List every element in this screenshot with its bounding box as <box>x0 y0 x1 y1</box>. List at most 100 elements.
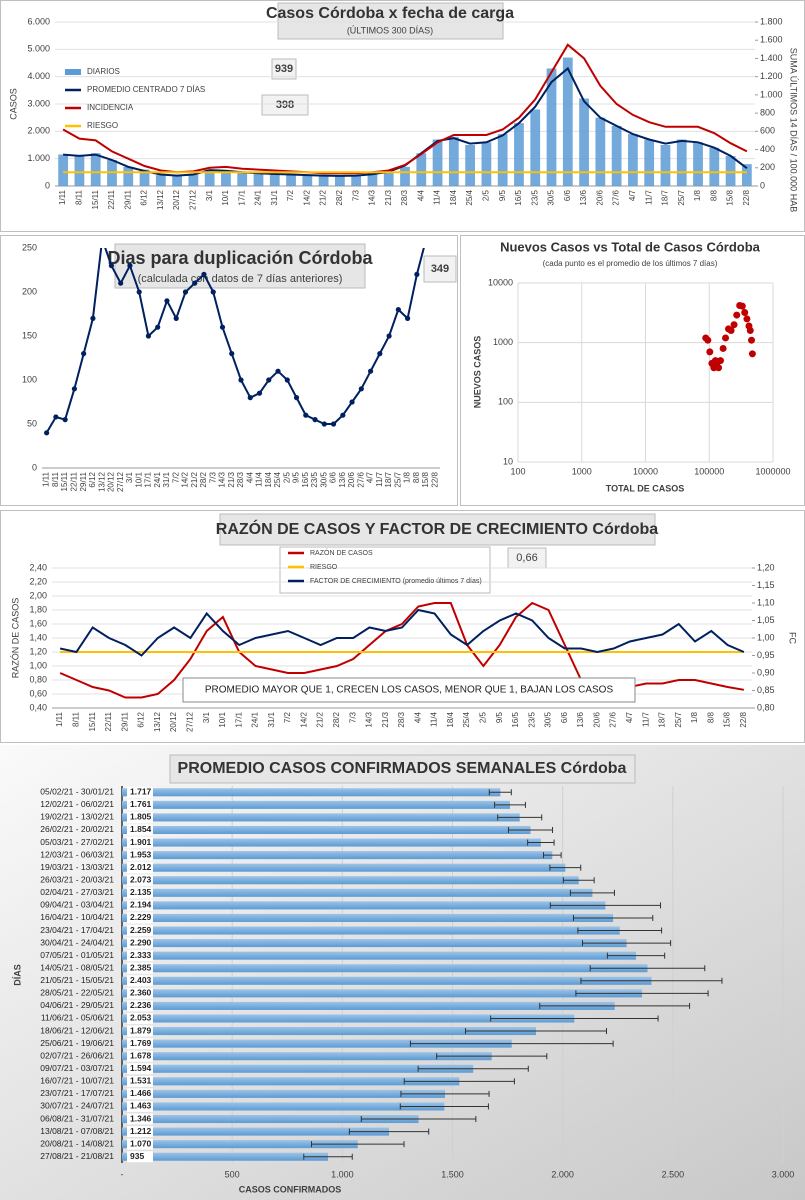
legend-label: RIESGO <box>87 121 118 130</box>
x-tick-label: 23/5 <box>527 711 536 727</box>
marker <box>118 280 124 286</box>
y-tick-label: 16/07/21 - 10/07/21 <box>40 1076 114 1086</box>
x-tick-label: 18/7 <box>384 471 393 487</box>
x-tick-label: 27/12 <box>188 189 197 210</box>
x-tick-label: 3/1 <box>205 189 214 201</box>
bar <box>122 1077 460 1086</box>
x-tick-label: 20/6 <box>347 471 356 487</box>
value-label: 2.236 <box>130 1000 152 1010</box>
x-tick-label: 22/8 <box>742 189 751 205</box>
y-tick-label: 2.000 <box>27 126 50 136</box>
bar <box>335 176 345 186</box>
x-tick-label: 16/5 <box>511 711 520 727</box>
y-tick-label: 1000 <box>493 337 513 347</box>
bar <box>122 913 614 922</box>
line <box>59 608 745 657</box>
y-tick-label: 05/02/21 - 30/01/21 <box>40 787 114 797</box>
bar <box>302 175 313 186</box>
value-label: 2.053 <box>130 1013 152 1023</box>
x-tick-label: 25/7 <box>393 471 402 487</box>
y-tick-label: 20/08/21 - 14/08/21 <box>40 1138 114 1148</box>
bar <box>514 123 524 186</box>
marker <box>247 395 253 401</box>
y-tick-label: 14/05/21 - 08/05/21 <box>40 962 114 972</box>
y2-tick-label: 1.800 <box>760 16 783 26</box>
y-axis-title: RAZÓN DE CASOS <box>10 598 20 679</box>
x-tick-label: 7/2 <box>171 471 180 483</box>
x-tick-label: 18/4 <box>264 471 273 487</box>
bar <box>123 166 134 186</box>
x-tick-label: 1000 <box>572 466 592 476</box>
bar <box>269 173 280 186</box>
x-tick-label: 25/4 <box>462 711 471 727</box>
marker <box>71 386 77 392</box>
x-tick-label: 1000000 <box>755 466 790 476</box>
x-tick-label: 14/2 <box>181 471 190 487</box>
x-tick-label: 28/3 <box>397 711 406 727</box>
bar <box>351 175 362 186</box>
value-label: 2.259 <box>130 925 152 935</box>
value-label: 1.466 <box>130 1088 152 1098</box>
y-tick-label: 16/04/21 - 10/04/21 <box>40 912 114 922</box>
y2-tick-label: 0,95 <box>757 650 775 660</box>
x-tick-label: 10/1 <box>221 189 230 205</box>
x-tick-label: 15/8 <box>421 471 430 487</box>
x-tick-label: 11/7 <box>641 711 650 727</box>
x-tick-label: 31/1 <box>270 189 279 205</box>
y-tick-label: 05/03/21 - 27/02/21 <box>40 837 114 847</box>
x-tick-label: 23/5 <box>310 471 319 487</box>
y-tick-label: 100 <box>22 374 37 384</box>
y-tick-label: 19/02/21 - 13/02/21 <box>40 812 114 822</box>
y-tick-label: 1,40 <box>29 632 47 642</box>
x-tick-label: 17/1 <box>234 711 243 727</box>
value-label: 1.901 <box>130 837 152 847</box>
y-tick-label: 30/07/21 - 24/07/21 <box>40 1101 114 1111</box>
x-tick-label: 7/3 <box>348 711 357 723</box>
y-tick-label: 10 <box>503 456 513 466</box>
x-axis-title: CASOS CONFIRMADOS <box>239 1184 342 1194</box>
point <box>743 315 751 323</box>
chart-title: Casos Córdoba x fecha de carga <box>266 5 514 22</box>
x-tick-label: 13/6 <box>579 189 588 205</box>
x-tick-label: 27/6 <box>612 189 621 205</box>
bar <box>676 139 687 186</box>
value-label-box <box>127 849 153 861</box>
marker <box>256 390 263 396</box>
x-tick-label: 10000 <box>633 466 658 476</box>
x-tick-label: 9/5 <box>498 189 507 201</box>
value-label-box <box>127 962 153 974</box>
value-label: 1.212 <box>130 1126 152 1136</box>
bar <box>122 1039 512 1048</box>
y-tick-label: 2,40 <box>29 562 47 572</box>
x-tick-label: 7/3 <box>351 189 360 201</box>
x-tick-label: 4/4 <box>416 189 425 201</box>
x-tick-label: 27/12 <box>185 711 194 732</box>
annotation-box <box>261 94 309 116</box>
x-tick-label: 1/11 <box>55 711 64 727</box>
annotation: 0,66 <box>516 552 537 564</box>
y-tick-label: 11/06/21 - 05/06/21 <box>41 1013 114 1023</box>
x-tick-label: 21/2 <box>319 189 328 205</box>
bar <box>204 169 215 186</box>
marker <box>219 324 226 330</box>
bar <box>122 1064 474 1073</box>
x-tick-label: 30/5 <box>547 189 556 205</box>
marker <box>173 315 179 321</box>
bar <box>237 172 248 186</box>
value-label: 2.333 <box>130 950 152 960</box>
bar <box>318 175 329 186</box>
bar <box>122 1027 537 1036</box>
chart-title: Nuevos Casos vs Total de Casos Córdoba <box>500 239 761 254</box>
bar <box>122 788 501 797</box>
marker <box>293 395 300 401</box>
x-tick-label: 500 <box>225 1169 240 1179</box>
value-label: 1.717 <box>130 787 152 797</box>
x-tick-label: 4/7 <box>366 471 375 483</box>
x-tick-label: 18/7 <box>661 189 670 205</box>
value-label: 1.531 <box>130 1076 152 1086</box>
y-tick-label: 1.000 <box>27 153 50 163</box>
x-tick-label: 1/11 <box>58 189 67 205</box>
x-tick-label: 4/7 <box>625 711 634 723</box>
x-tick-label: 22/8 <box>739 711 748 727</box>
